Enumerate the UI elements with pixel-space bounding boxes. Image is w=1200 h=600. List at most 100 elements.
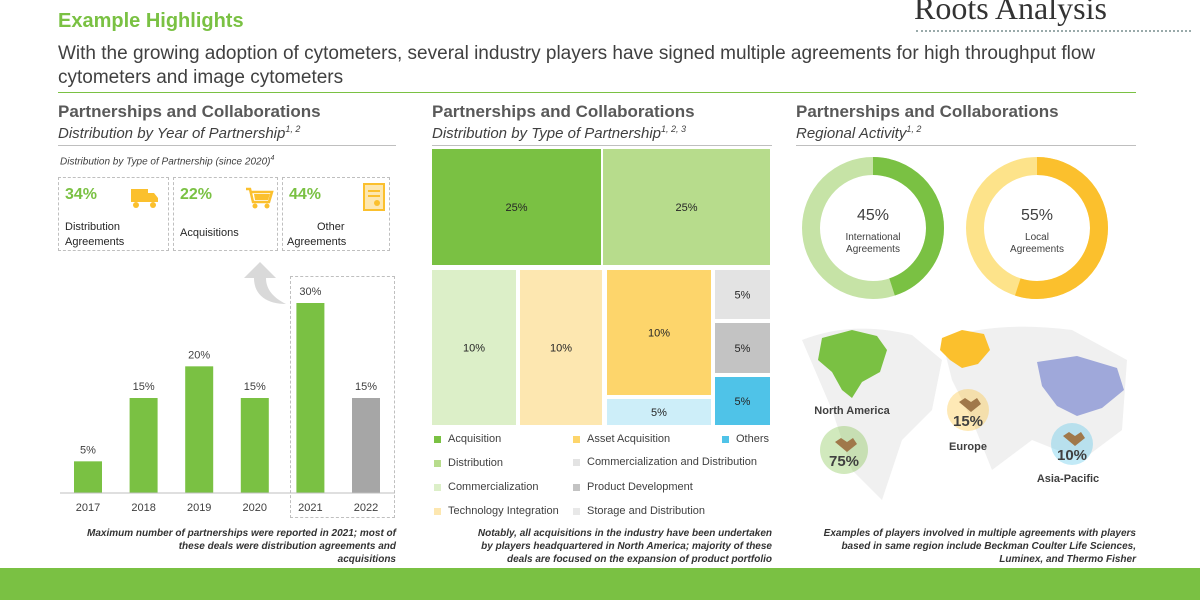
panel3-divider [796,145,1136,146]
legend-item: Technology Integration [434,505,559,517]
legend-swatch [573,458,580,466]
brand-divider [916,30,1191,32]
donut-slice [966,157,1108,299]
legend-swatch [573,435,580,443]
treemap-cell-label: 5% [735,396,751,408]
panel3-subtitle: Regional Activity1, 2 [796,124,922,142]
treemap-cell [605,397,713,427]
legend-label: Acquisition [448,433,502,445]
handshake-icon [1063,432,1085,446]
treemap-cell-label: 5% [735,343,751,355]
panel3-note: Examples of players involved in multiple… [823,528,1136,565]
panel1-title: Partnerships and Collaborations [58,102,321,121]
panel2-divider [432,145,772,146]
footer-band [0,568,1200,600]
treemap-cell [713,268,771,321]
year-tick-label: 2020 [243,502,267,514]
donut-percent: 55% [1021,207,1053,224]
bar-value-label: 15% [133,381,155,393]
legend-swatch [722,435,729,443]
legend-item: Commercialization [434,481,538,493]
page-title: Example Highlights [58,10,244,32]
agreement-donuts: 45%InternationalAgreements55%LocalAgreem… [802,157,1108,299]
legend-item: Distribution [434,457,503,469]
treemap-cell [431,268,518,427]
bar-value-label: 5% [80,444,96,456]
bar-2022 [352,398,380,493]
treemap-cell-label: 5% [651,407,667,419]
donut-label: International [845,232,900,243]
treemap-cell-label: 10% [550,343,572,355]
legend-item: Product Development [573,481,693,493]
curved-arrow-icon [244,262,286,304]
legend-label: Storage and Distribution [587,505,706,517]
legend-item: Asset Acquisition [573,433,670,445]
legend-item: Others [722,433,769,445]
card-percent: 34% [65,186,98,203]
legend-swatch [434,459,441,467]
type-treemap: 25% 25% 10% 10% 10% 5% 5% 5% 5% [431,148,771,427]
panel2-subtitle: Distribution by Type of Partnership1, 2,… [432,124,687,142]
cart-icon [246,187,274,209]
card-label: Other Agreements [287,221,347,248]
handshake-icon [959,398,981,412]
card-percent: 22% [180,186,213,203]
region-percent: 15% [953,413,983,430]
legend-label: Product Development [587,481,693,493]
panel1-divider [58,145,396,146]
donut-slice [802,157,944,299]
year-tick-label: 2022 [354,502,378,514]
treemap-cell [518,268,604,427]
bar-2018 [129,398,158,493]
treemap-cell-label: 10% [648,328,670,340]
distribution-caption: Distribution by Type of Partnership (sin… [60,155,275,168]
bar-highlight-box [290,276,395,518]
legend-item: Acquisition [434,433,501,445]
truck-icon [131,189,158,208]
page-subtitle: With the growing adoption of cytometers,… [58,43,1096,88]
europe-shape [940,330,990,368]
panel2-title: Partnerships and Collaborations [432,102,695,121]
legend-label: Technology Integration [448,505,559,517]
region-label: Europe [949,441,987,453]
distribution-card: 34% Distribution Agreements [58,177,169,251]
treemap-cell-label: 25% [505,202,527,214]
year-bar-chart: 5% 2017 15% 2018 20% 2019 15% 2020 30% 2021 15% 202… [60,286,395,514]
card-percent: 44% [289,186,322,203]
year-tick-label: 2019 [187,502,211,514]
region-bubble [820,426,868,474]
card-label: Acquisitions [180,227,239,239]
card-label: Distribution Agreements [65,221,125,248]
treemap-cell [601,148,771,267]
header-divider [58,92,1136,93]
legend-label: Others [736,433,770,445]
legend-item: Storage and Distribution [573,505,705,517]
legend-swatch [573,507,580,515]
panel1-subtitle: Distribution by Year of Partnership1, 2 [58,124,301,142]
bar-2019 [185,366,214,493]
donut-percent: 45% [857,207,889,224]
north-america-shape [818,330,887,398]
legend-label: Asset Acquisition [587,433,671,445]
panel3-title: Partnerships and Collaborations [796,102,1059,121]
handshake-icon [835,438,857,452]
region-bubble [1051,423,1093,465]
bar-2021 [296,303,325,493]
legend-swatch [434,483,441,491]
acquisitions-card: 22% Acquisitions [173,177,278,251]
donut-label: Local [1025,232,1049,243]
regional-map: North America Europe Asia-Pacific 75% 15%… [802,326,1127,500]
legend-swatch [573,483,580,491]
legend-swatch [434,507,441,515]
year-tick-label: 2017 [76,502,100,514]
panel2-note: Notably, all acquisitions in the industr… [477,528,772,565]
document-icon [363,183,385,211]
treemap-cell [713,375,771,427]
bar-2020 [240,398,269,493]
bar-value-label: 15% [244,381,266,393]
treemap-cell [713,321,771,375]
bar-value-label: 15% [355,381,377,393]
legend-swatch [434,435,441,443]
bar-value-label: 30% [299,286,321,298]
legend-label: Commercialization [448,481,539,493]
